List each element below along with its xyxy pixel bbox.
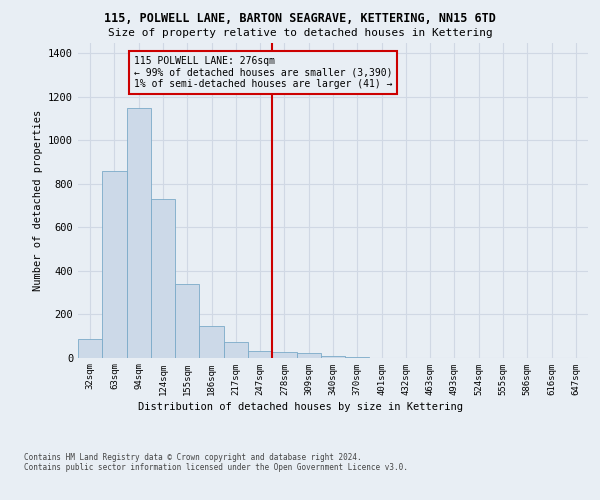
Bar bbox=[127, 108, 151, 358]
Text: Size of property relative to detached houses in Kettering: Size of property relative to detached ho… bbox=[107, 28, 493, 38]
Bar bbox=[151, 199, 175, 358]
Text: 115, POLWELL LANE, BARTON SEAGRAVE, KETTERING, NN15 6TD: 115, POLWELL LANE, BARTON SEAGRAVE, KETT… bbox=[104, 12, 496, 26]
Bar bbox=[224, 342, 248, 357]
Bar bbox=[248, 351, 272, 358]
Text: Distribution of detached houses by size in Kettering: Distribution of detached houses by size … bbox=[137, 402, 463, 412]
Bar bbox=[296, 353, 321, 358]
Bar bbox=[175, 284, 199, 358]
Bar bbox=[102, 170, 127, 358]
Bar bbox=[199, 326, 224, 358]
Bar bbox=[321, 356, 345, 358]
Y-axis label: Number of detached properties: Number of detached properties bbox=[32, 110, 43, 290]
Text: 115 POLWELL LANE: 276sqm
← 99% of detached houses are smaller (3,390)
1% of semi: 115 POLWELL LANE: 276sqm ← 99% of detach… bbox=[134, 56, 392, 88]
Bar bbox=[78, 338, 102, 357]
Text: Contains HM Land Registry data © Crown copyright and database right 2024.: Contains HM Land Registry data © Crown c… bbox=[24, 454, 362, 462]
Text: Contains public sector information licensed under the Open Government Licence v3: Contains public sector information licen… bbox=[24, 464, 408, 472]
Bar bbox=[345, 357, 370, 358]
Bar bbox=[272, 352, 296, 358]
